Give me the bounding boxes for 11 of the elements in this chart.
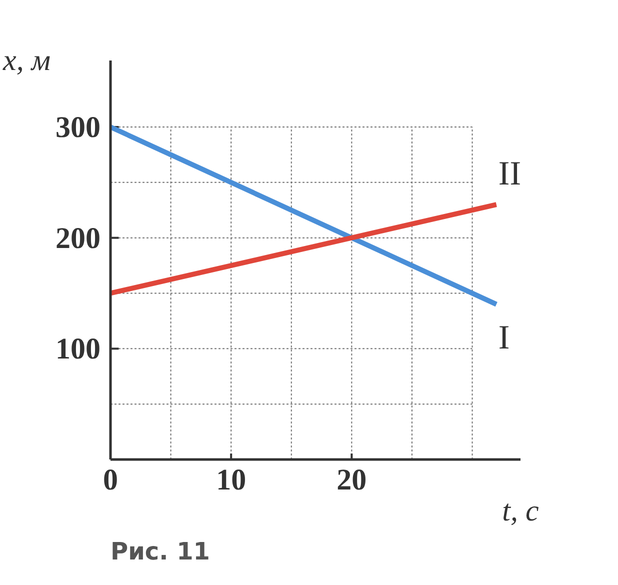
x-tick-label: 10 — [216, 464, 246, 496]
y-tick-label: 200 — [56, 222, 100, 255]
series-label: I — [498, 319, 510, 356]
y-tick-label: 100 — [56, 332, 100, 366]
x-tick-label: 20 — [336, 464, 367, 496]
y-axis-title: x, м — [2, 44, 51, 77]
series-label: II — [498, 156, 522, 193]
x-tick-label: 0 — [103, 464, 118, 496]
x-axis-title: t, с — [502, 494, 539, 528]
text: Рис. 11 — [110, 538, 210, 566]
y-tick-label: 300 — [56, 111, 100, 144]
